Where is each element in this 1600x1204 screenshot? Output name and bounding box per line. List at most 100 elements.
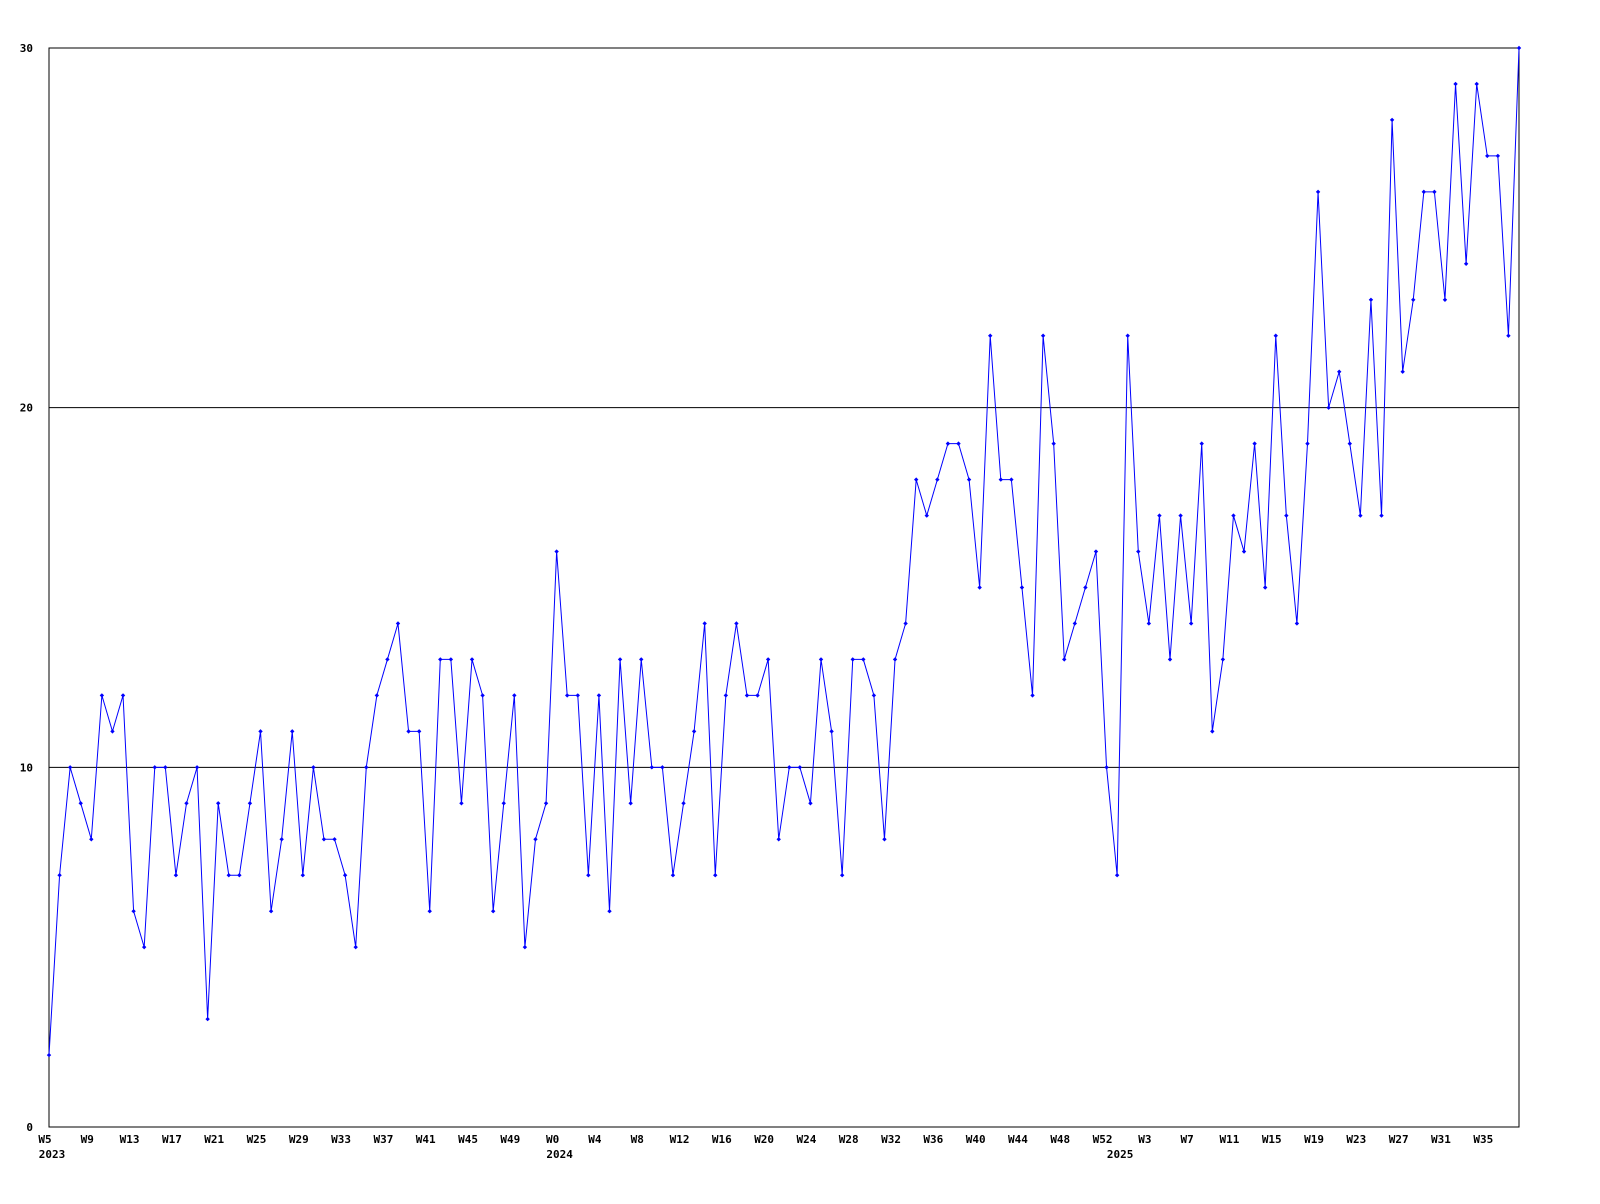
data-point	[913, 477, 919, 482]
x-tick-label: W25	[247, 1133, 267, 1146]
data-point	[818, 657, 824, 662]
data-point	[395, 621, 401, 626]
data-point	[533, 837, 538, 842]
data-point	[1072, 621, 1078, 626]
data-point	[120, 693, 126, 698]
x-tick-label: W48	[1050, 1133, 1070, 1146]
data-point	[342, 873, 348, 878]
data-point	[1389, 117, 1395, 123]
data-point	[1411, 297, 1416, 302]
x-tick-label: W44	[1008, 1133, 1028, 1146]
data-point	[173, 873, 179, 878]
x-tick-label: W37	[373, 1133, 393, 1146]
data-point	[152, 765, 157, 770]
data-point	[512, 693, 517, 698]
x-tick-label: W31	[1431, 1133, 1451, 1146]
data-point	[1220, 657, 1226, 662]
data-point	[1495, 153, 1501, 159]
data-point	[290, 729, 295, 734]
data-point	[596, 693, 602, 698]
data-point	[385, 657, 390, 662]
data-point	[892, 657, 898, 662]
data-point	[1400, 369, 1405, 374]
data-point	[406, 729, 411, 734]
data-point	[522, 944, 528, 950]
data-point	[649, 765, 655, 770]
data-point	[67, 765, 73, 770]
data-point	[427, 909, 432, 914]
data-point	[617, 657, 623, 662]
data-point	[713, 873, 718, 878]
x-tick-label: W12	[670, 1133, 690, 1146]
x-year-label: 2023	[39, 1148, 66, 1161]
data-point	[237, 873, 242, 878]
data-point	[1104, 765, 1109, 770]
data-point	[1326, 405, 1331, 410]
data-point	[1358, 513, 1363, 518]
data-point	[1093, 549, 1099, 554]
x-tick-label: W23	[1346, 1133, 1366, 1146]
data-point	[490, 909, 496, 914]
data-point	[1136, 549, 1141, 554]
data-point	[945, 441, 951, 446]
data-point	[924, 513, 929, 518]
data-point	[691, 729, 697, 734]
data-point	[163, 765, 168, 770]
data-point	[839, 873, 845, 878]
data-point	[279, 837, 284, 842]
y-tick-label: 30	[20, 42, 33, 55]
data-point	[1474, 81, 1479, 87]
data-point	[321, 837, 327, 842]
data-point	[1178, 513, 1183, 518]
data-point	[1231, 513, 1236, 518]
x-year-label: 2024	[546, 1148, 573, 1161]
x-tick-label: W52	[1093, 1133, 1113, 1146]
data-point	[1040, 333, 1046, 338]
data-point	[765, 657, 771, 662]
x-tick-label: W13	[120, 1133, 140, 1146]
x-tick-label: W41	[416, 1133, 436, 1146]
data-point	[871, 693, 877, 698]
x-tick-label: W28	[839, 1133, 859, 1146]
data-point	[311, 765, 316, 770]
data-point	[988, 333, 993, 338]
data-point	[702, 621, 707, 626]
data-point	[903, 621, 908, 626]
x-tick-label: W36	[923, 1133, 943, 1146]
data-point	[935, 477, 940, 482]
data-point	[787, 765, 792, 770]
x-tick-label: W5	[38, 1133, 51, 1146]
x-tick-label: W32	[881, 1133, 901, 1146]
data-point	[99, 693, 105, 698]
data-point	[131, 909, 136, 914]
data-point	[459, 801, 464, 806]
x-tick-label: W33	[331, 1133, 351, 1146]
x-tick-label: W20	[754, 1133, 774, 1146]
data-point	[374, 693, 380, 698]
x-tick-label: W9	[81, 1133, 94, 1146]
data-point	[1284, 513, 1289, 518]
x-tick-label: W11	[1220, 1133, 1240, 1146]
data-point	[184, 801, 189, 806]
data-point	[78, 801, 83, 806]
y-tick-label: 0	[26, 1121, 33, 1134]
x-tick-label: W29	[289, 1133, 309, 1146]
data-point	[1125, 333, 1130, 338]
data-point	[1062, 657, 1067, 662]
data-point	[247, 801, 253, 806]
data-point	[1294, 621, 1300, 626]
data-point	[966, 477, 972, 482]
data-point	[586, 873, 591, 878]
data-point	[89, 837, 94, 842]
data-point	[438, 657, 443, 662]
data-point	[480, 693, 485, 698]
data-point	[353, 944, 358, 950]
data-point	[829, 729, 834, 734]
data-point	[882, 837, 887, 842]
data-point	[1506, 333, 1511, 338]
x-tick-label: W49	[500, 1133, 520, 1146]
data-point	[1051, 441, 1056, 446]
data-point	[1442, 297, 1448, 302]
data-point	[216, 801, 221, 806]
